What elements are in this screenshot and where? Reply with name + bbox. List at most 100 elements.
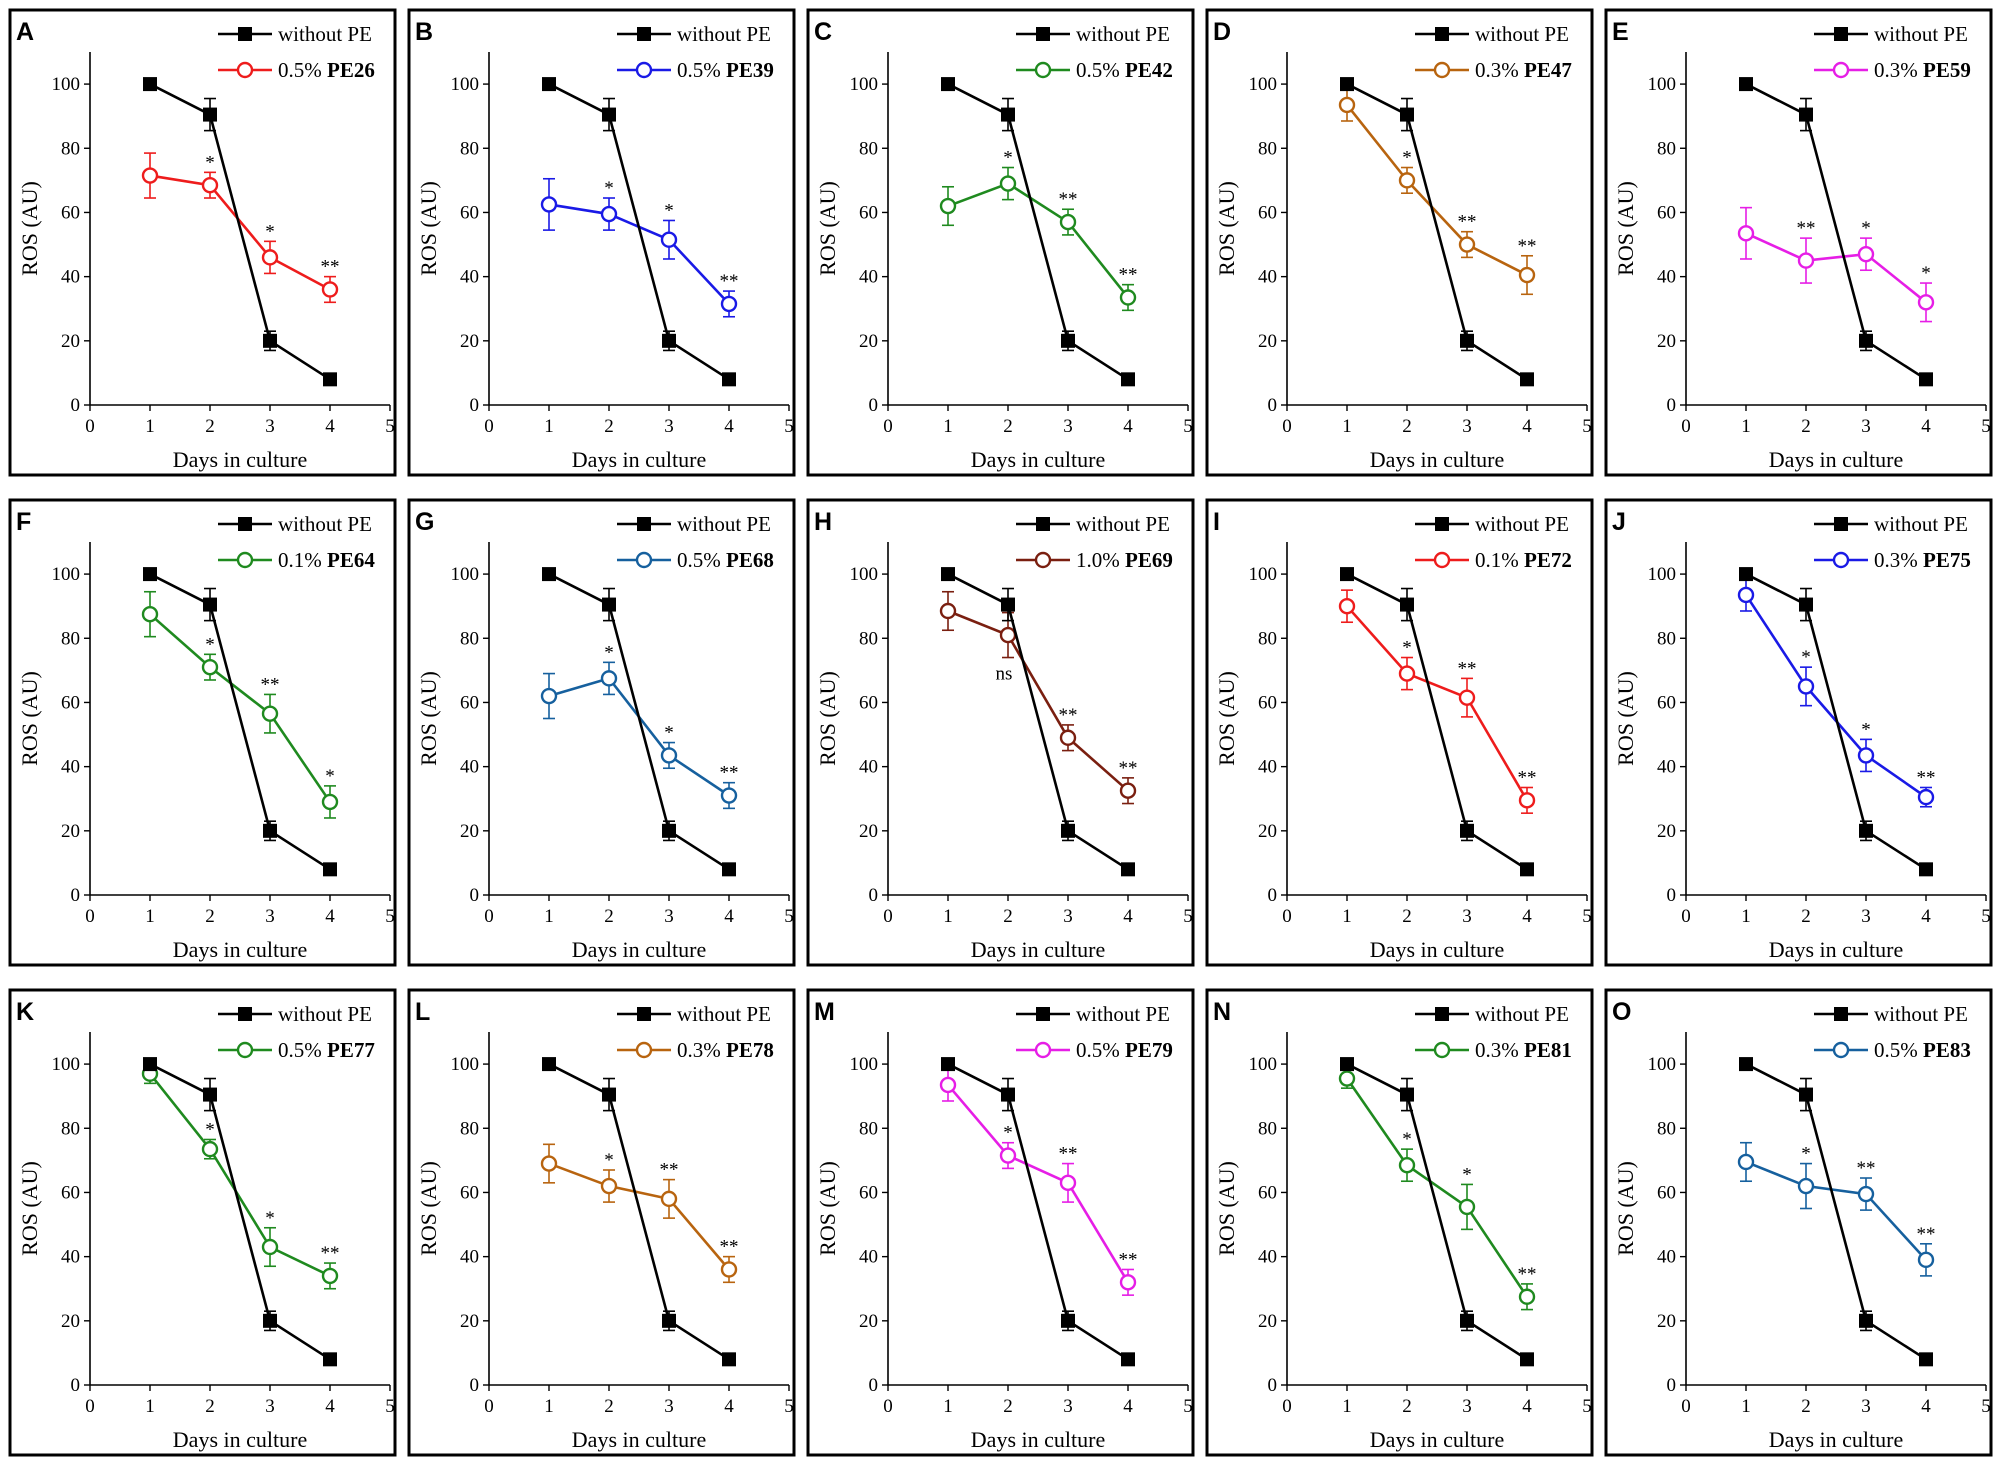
data-point <box>143 77 157 92</box>
data-point <box>999 175 1017 192</box>
legend-label-control: without PE <box>1475 22 1569 46</box>
panel-frame <box>407 498 796 967</box>
data-point <box>1859 333 1873 348</box>
y-tick-label: 100 <box>850 564 879 585</box>
x-tick-label: 2 <box>1801 416 1811 437</box>
legend-label-control: without PE <box>677 1002 771 1026</box>
data-point <box>1917 788 1935 806</box>
y-tick-label: 80 <box>1258 628 1277 649</box>
y-tick-label: 100 <box>1648 74 1677 95</box>
y-tick-label: 100 <box>850 74 879 95</box>
data-point <box>143 1057 157 1072</box>
significance-label: ** <box>1119 1249 1138 1270</box>
significance-label: ** <box>1917 1224 1936 1245</box>
x-tick-label: 4 <box>724 1396 734 1417</box>
y-tick-label: 0 <box>869 885 879 906</box>
data-point <box>201 176 219 194</box>
data-point <box>660 747 678 764</box>
panel-frame <box>1604 8 1993 477</box>
data-point <box>1398 665 1416 682</box>
y-axis-title: ROS (AU) <box>815 1161 840 1256</box>
significance-label: ** <box>321 257 340 278</box>
x-tick-label: 1 <box>943 1396 953 1417</box>
legend-label-treatment: 1.0% PE69 <box>1076 548 1173 572</box>
x-tick-label: 1 <box>544 416 554 437</box>
series-treatment: **** <box>540 642 739 810</box>
data-point <box>1338 96 1356 114</box>
x-axis-title: Days in culture <box>1370 937 1504 962</box>
legend-marker-treatment <box>635 1041 653 1059</box>
panel-c: C 0 20 40 60 80 100 0 1 2 3 4 5 Days in culture ROS (A… <box>806 8 1195 477</box>
data-point <box>722 372 736 387</box>
data-point <box>321 793 339 811</box>
legend: without PE 0.1% PE72 <box>1415 512 1572 572</box>
data-point <box>141 606 159 623</box>
panel-frame <box>1604 498 1993 967</box>
data-point <box>720 295 738 313</box>
series-line <box>548 203 730 305</box>
x-tick-label: 0 <box>85 1396 95 1417</box>
legend-label-treatment: 0.1% PE72 <box>1475 548 1572 572</box>
x-axis-title: Days in culture <box>971 447 1105 472</box>
y-tick-label: 60 <box>1258 692 1277 713</box>
series-control <box>542 1057 736 1367</box>
y-axis-title: ROS (AU) <box>17 181 42 276</box>
data-point <box>722 1352 736 1367</box>
y-axis-title: ROS (AU) <box>17 671 42 766</box>
panel-frame <box>1604 988 1993 1457</box>
series-treatment: ***** <box>939 148 1138 312</box>
panel-frame <box>1205 8 1594 477</box>
x-tick-label: 3 <box>265 416 275 437</box>
y-tick-label: 80 <box>1258 1118 1277 1139</box>
series-treatment: **** <box>141 590 339 819</box>
legend-marker-control <box>238 517 252 531</box>
x-tick-label: 4 <box>1123 1396 1133 1417</box>
x-tick-label: 5 <box>784 906 794 927</box>
data-point <box>1919 1352 1933 1367</box>
legend: without PE 0.3% PE81 <box>1415 1002 1572 1062</box>
data-point <box>1338 1070 1356 1087</box>
x-tick-label: 1 <box>544 1396 554 1417</box>
data-point <box>722 862 736 877</box>
y-tick-label: 60 <box>859 692 878 713</box>
series-treatment: ***** <box>1737 1141 1936 1277</box>
x-tick-label: 4 <box>325 1396 335 1417</box>
panel-frame <box>806 8 1195 477</box>
panel-frame <box>8 988 397 1457</box>
series-treatment: ***** <box>1338 589 1537 814</box>
legend-label-treatment: 0.3% PE47 <box>1475 58 1572 82</box>
x-tick-label: 4 <box>1522 906 1532 927</box>
y-tick-label: 100 <box>1249 74 1278 95</box>
legend-label-dose: 0.1% <box>278 548 327 572</box>
series-line <box>1345 1077 1529 1298</box>
x-tick-label: 5 <box>1183 906 1193 927</box>
x-tick-label: 1 <box>1342 906 1352 927</box>
significance-label: * <box>604 178 614 199</box>
x-tick-label: 4 <box>1921 416 1931 437</box>
y-tick-label: 20 <box>859 331 878 352</box>
data-point <box>660 231 678 248</box>
legend-marker-control <box>1036 517 1050 531</box>
legend-label-treatment: 0.5% PE68 <box>677 548 774 572</box>
data-point <box>1338 597 1356 615</box>
panel-m: M 0 20 40 60 80 100 0 1 2 3 4 5 Days in culture ROS (A… <box>806 988 1195 1457</box>
legend-marker-treatment <box>1832 61 1850 79</box>
legend: without PE 0.5% PE83 <box>1814 1002 1971 1062</box>
panel-letter: A <box>16 18 34 46</box>
x-tick-label: 4 <box>1522 416 1532 437</box>
data-point <box>939 1076 957 1094</box>
legend: without PE 0.5% PE79 <box>1016 1002 1173 1062</box>
data-point <box>323 372 337 387</box>
x-tick-label: 3 <box>265 1396 275 1417</box>
y-tick-label: 60 <box>460 202 479 223</box>
x-axis-title: Days in culture <box>971 937 1105 962</box>
data-point <box>1737 225 1755 242</box>
panel-letter: I <box>1213 508 1220 536</box>
legend-label-dose: 0.3% <box>1475 58 1524 82</box>
data-point <box>1857 1185 1875 1203</box>
y-axis-title: ROS (AU) <box>815 181 840 276</box>
data-point <box>1001 597 1015 612</box>
legend-label-dose: 0.5% <box>1874 1038 1923 1062</box>
legend: without PE 0.5% PE77 <box>218 1002 375 1062</box>
